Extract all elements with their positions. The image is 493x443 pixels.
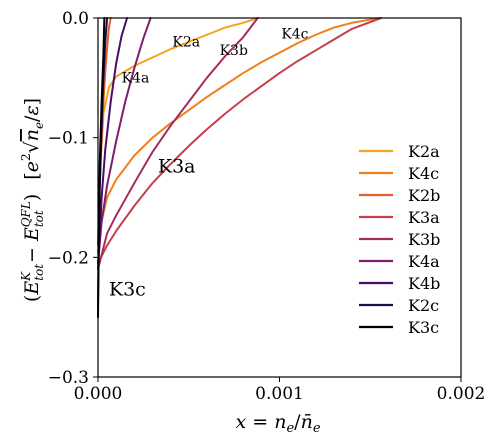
x-tick-label: 0.001 (255, 384, 304, 404)
legend-label-k3b: K3b (408, 230, 440, 249)
axis-ticks: 0.000 0.001 0.002 0.0 −0.1 −0.2 −0.3 (48, 9, 486, 404)
y-tick-label: −0.2 (48, 248, 89, 268)
legend-label-k4a: K4a (408, 252, 440, 271)
series-line-k4c (97, 17, 381, 253)
svg-text:(EtotK−EtotQFL)[e2√ne/ε]: (EtotK−EtotQFL)[e2√ne/ε] (19, 98, 46, 302)
legend-label-k4b: K4b (408, 274, 440, 293)
series-line-k4a (97, 17, 152, 265)
series-line-k3b (97, 17, 259, 271)
y-axis-title: (EtotK−EtotQFL)[e2√ne/ε] (19, 98, 46, 302)
legend-label-k3c: K3c (408, 318, 439, 337)
legend-label-k4c: K4c (408, 164, 439, 183)
curve-annotations: K2a K3b K4c K4a K3a K3c (109, 26, 309, 300)
annotation-k4a: K4a (122, 71, 150, 87)
x-tick-label: 0.002 (437, 384, 486, 404)
legend-label-k3a: K3a (408, 208, 440, 227)
annotation-k3a: K3a (158, 155, 196, 177)
x-axis-title: x = ne/n̄e (235, 411, 320, 436)
annotation-k3c: K3c (109, 279, 146, 301)
y-tick-label: −0.3 (48, 368, 89, 388)
series-line-k3a (97, 17, 383, 265)
y-tick-label: −0.1 (48, 129, 89, 149)
series-lines (97, 17, 383, 319)
legend-label-k2b: K2b (408, 186, 440, 205)
legend: K2a K4c K2b K3a K3b K4a K4b K2c K3c (359, 142, 440, 337)
plot-frame (97, 17, 462, 378)
legend-label-k2c: K2c (408, 296, 439, 315)
series-line-k4b (97, 17, 129, 271)
series-line-k3c (97, 17, 106, 319)
x-tick-label: 0.000 (74, 384, 123, 404)
y-tick-label: 0.0 (62, 9, 89, 29)
annotation-k4c: K4c (281, 26, 308, 42)
legend-label-k2a: K2a (408, 142, 440, 161)
annotation-k2a: K2a (172, 35, 200, 51)
annotation-k3b: K3b (220, 43, 248, 59)
